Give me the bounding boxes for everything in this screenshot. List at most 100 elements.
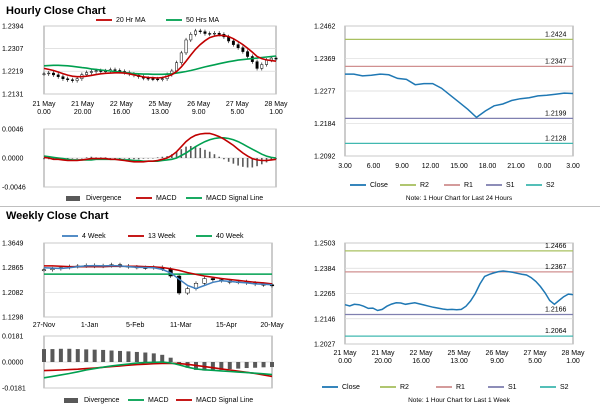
divergence-bar bbox=[75, 349, 80, 362]
hourly-close-ytick-label: 1.2369 bbox=[314, 56, 336, 63]
divergence-bar bbox=[232, 158, 235, 164]
hourly-price-xtick-label: 5.00 bbox=[231, 109, 245, 116]
divergence-bar bbox=[166, 156, 168, 158]
divergence-bar bbox=[143, 352, 148, 362]
divergence-bar bbox=[67, 348, 72, 362]
candle-body bbox=[177, 275, 182, 294]
candle-body bbox=[202, 278, 207, 284]
candle-body bbox=[274, 57, 278, 60]
candle-body bbox=[246, 51, 250, 57]
legend-divergence-label: Divergence bbox=[84, 397, 120, 404]
legend-40-week-label: 40 Week bbox=[216, 233, 244, 240]
weekly-close-xtick-label: 28 May bbox=[562, 350, 585, 357]
divergence-bar bbox=[199, 147, 202, 158]
weekly-price-xtick-label: 20-May bbox=[260, 322, 284, 329]
close-line bbox=[344, 270, 574, 312]
hourly-price-xtick-label: 16.00 bbox=[113, 109, 131, 116]
hourly-close-xtick-label: 3.00 bbox=[566, 163, 580, 170]
hourly-price-xtick-label: 21 May bbox=[33, 101, 56, 108]
candle-body bbox=[56, 74, 60, 77]
candle-body bbox=[52, 72, 55, 76]
level-s1-label: 1.2166 bbox=[545, 307, 567, 314]
divergence-bar bbox=[156, 157, 159, 158]
level-s2-label: 1.2064 bbox=[545, 328, 567, 335]
divergence-bar bbox=[227, 158, 230, 162]
weekly-close-xtick-label: 5.00 bbox=[528, 358, 542, 365]
legend-r2-label: R2 bbox=[400, 384, 409, 391]
weekly-price-xtick-label: 1-Jan bbox=[81, 322, 99, 329]
hourly-price-xtick-label: 9.00 bbox=[192, 109, 206, 116]
legend-20hr-ma-label: 20 Hr MA bbox=[116, 17, 146, 24]
weekly-close-ytick-label: 1.2265 bbox=[314, 291, 336, 298]
candle-body bbox=[255, 61, 259, 69]
divergence-bar bbox=[151, 353, 156, 362]
candle-body bbox=[184, 39, 188, 54]
candle-body bbox=[189, 34, 193, 41]
divergence-bar bbox=[101, 349, 106, 362]
divergence-bar bbox=[237, 158, 239, 166]
weekly-close-xtick-label: 20.00 bbox=[374, 358, 392, 365]
weekly-close-xtick-label: 22 May bbox=[410, 350, 433, 357]
divergence-bar bbox=[270, 362, 274, 368]
ma-4-week-line bbox=[43, 264, 273, 290]
divergence-bar bbox=[223, 158, 225, 160]
divergence-bar bbox=[210, 362, 215, 371]
divergence-bar bbox=[114, 158, 116, 159]
hourly-price-xtick-label: 0.00 bbox=[37, 109, 51, 116]
hourly-price-xtick-label: 22 May bbox=[110, 101, 133, 108]
divergence-bar bbox=[142, 158, 145, 159]
candle-body bbox=[241, 47, 245, 52]
hourly-close-ytick-label: 1.2462 bbox=[314, 24, 336, 31]
legend-close-label: Close bbox=[342, 384, 360, 391]
hourly-price-xtick-label: 25 May bbox=[149, 101, 172, 108]
weekly-price-ytick-label: 1.2082 bbox=[2, 290, 24, 297]
divergence-bar bbox=[204, 149, 206, 158]
close-line bbox=[345, 73, 574, 119]
hourly-close-xtick-label: 15.00 bbox=[450, 163, 468, 170]
weekly-price-ytick-label: 1.3649 bbox=[2, 241, 24, 248]
weekly-macd-ytick-label: 0.0000 bbox=[2, 360, 24, 367]
candle-body bbox=[185, 288, 190, 294]
hourly-close-xtick-label: 6.00 bbox=[367, 163, 381, 170]
weekly-close-xtick-label: 1.00 bbox=[566, 358, 580, 365]
weekly-price-ytick-label: 1.1298 bbox=[2, 315, 24, 322]
candle-body bbox=[47, 72, 51, 75]
divergence-bar bbox=[244, 362, 249, 369]
candle-body bbox=[41, 269, 47, 271]
weekly-close-xtick-label: 21 May bbox=[334, 350, 357, 357]
legend-4-week-label: 4 Week bbox=[82, 233, 106, 240]
divergence-bar bbox=[261, 362, 266, 368]
divergence-bar bbox=[43, 158, 45, 160]
divergence-bar bbox=[147, 158, 149, 159]
weekly-close-xtick-label: 25 May bbox=[448, 350, 471, 357]
legend-close-label: Close bbox=[370, 182, 388, 189]
divergence-bar bbox=[160, 354, 165, 362]
hourly-close-xtick-label: 18.00 bbox=[479, 163, 497, 170]
weekly-close-xtick-label: 0.00 bbox=[338, 358, 352, 365]
hourly-close-xtick-label: 21.00 bbox=[507, 163, 525, 170]
divergence-bar bbox=[208, 151, 211, 158]
hourly-price-xtick-label: 20.00 bbox=[74, 109, 92, 116]
level-s1-label: 1.2199 bbox=[545, 110, 567, 117]
legend-divergence-swatch bbox=[64, 398, 78, 403]
weekly-section-title: Weekly Close Chart bbox=[6, 210, 109, 222]
level-r2-label: 1.2424 bbox=[545, 31, 567, 38]
weekly-close-xtick-label: 27 May bbox=[524, 350, 547, 357]
legend-macd-signal-label: MACD Signal Line bbox=[206, 195, 263, 202]
candle-body bbox=[179, 52, 183, 63]
hourly-close-ytick-label: 1.2092 bbox=[314, 154, 336, 161]
legend-s2-label: S2 bbox=[546, 182, 555, 189]
candle-body bbox=[160, 78, 164, 80]
candle-body bbox=[194, 30, 197, 35]
divergence-bar bbox=[251, 158, 254, 168]
macd-line bbox=[43, 361, 273, 379]
legend-s2-label: S2 bbox=[560, 384, 569, 391]
candle-body bbox=[75, 78, 79, 81]
hourly-price-xtick-label: 1.00 bbox=[269, 109, 283, 116]
divergence-bar bbox=[76, 158, 78, 159]
divergence-bar bbox=[92, 349, 97, 362]
divergence-bar bbox=[242, 158, 244, 167]
candle-body bbox=[198, 30, 202, 32]
divergence-bar bbox=[218, 156, 220, 158]
weekly-price-xtick-label: 5-Feb bbox=[126, 322, 144, 329]
